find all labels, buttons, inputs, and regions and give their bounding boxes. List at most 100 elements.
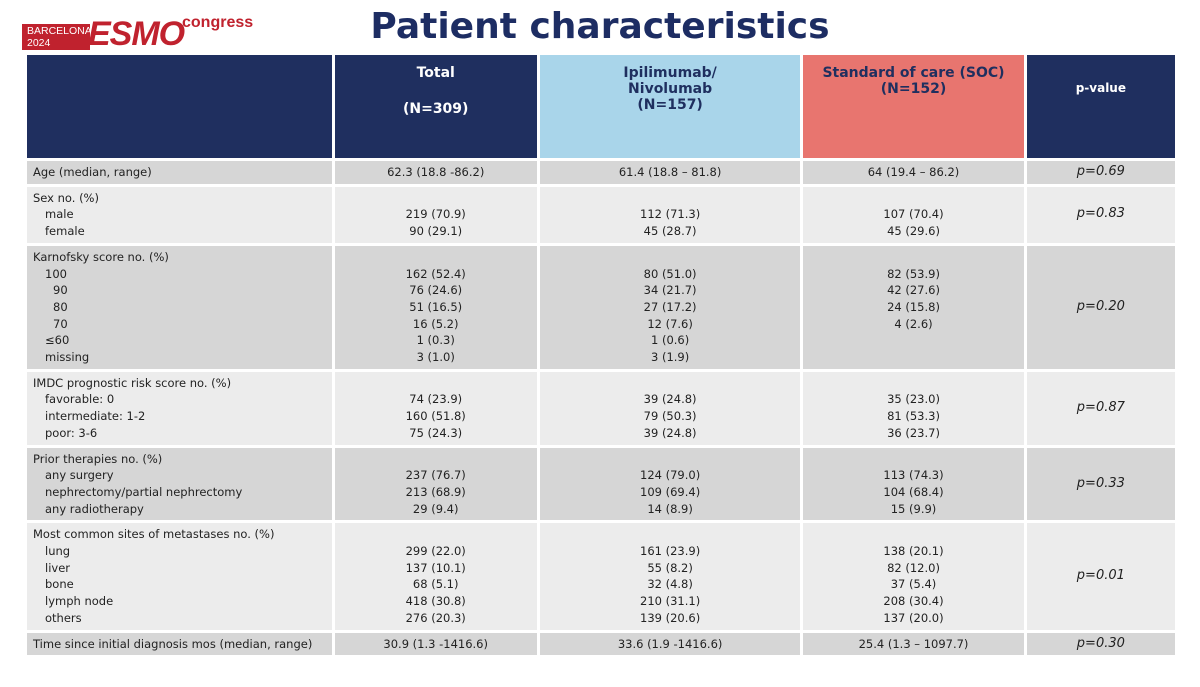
cell-p-value: p=0.69 <box>1026 161 1175 184</box>
sub-label: 70 <box>53 316 68 331</box>
value: 75 (24.3) <box>409 425 463 440</box>
value: 14 (8.9) <box>647 501 693 516</box>
cell-ipi: 161 (23.9) 55 (8.2) 32 (4.8) 210 (31.1) … <box>539 523 801 630</box>
sub-label: male <box>45 207 74 222</box>
value: 45 (29.6) <box>887 224 940 239</box>
value: 112 (71.3) <box>640 207 701 222</box>
value: 162 (52.4) <box>405 266 466 281</box>
sub-label: poor: 3-6 <box>45 425 98 440</box>
value: 37 (5.4) <box>890 577 937 592</box>
row-label: Karnofsky score no. (%) <box>33 249 169 264</box>
sub-label: liver <box>45 560 70 575</box>
value: 82 (12.0) <box>887 560 940 575</box>
sub-label: 90 <box>53 283 68 298</box>
value: 137 (10.1) <box>405 560 466 575</box>
cell-soc: 107 (70.4) 45 (29.6) <box>803 186 1024 243</box>
sub-label: lung <box>45 544 71 559</box>
cell-ipi: 33.6 (1.9 -1416.6) <box>539 632 801 656</box>
cell-soc: 138 (20.1) 82 (12.0) 37 (5.4) 208 (30.4)… <box>803 523 1024 630</box>
cell-total: 299 (22.0) 137 (10.1) 68 (5.1) 418 (30.8… <box>334 523 537 630</box>
header-total-n: (N=309) <box>402 101 469 117</box>
row-label-cell: IMDC prognostic risk score no. (%) favor… <box>27 371 332 445</box>
header-total: Total (N=309) <box>334 55 537 158</box>
cell-total: 30.9 (1.3 -1416.6) <box>334 632 537 656</box>
sub-label: others <box>45 610 82 625</box>
value: 45 (28.7) <box>643 224 697 239</box>
value: 55 (8.2) <box>647 560 693 575</box>
table-row-sex: Sex no. (%) male female 219 (70.9) 90 (2… <box>27 186 1175 243</box>
cell-soc: 25.4 (1.3 – 1097.7) <box>803 632 1024 656</box>
value: 139 (20.6) <box>640 610 701 625</box>
cell-p-value: p=0.30 <box>1026 632 1175 656</box>
header-blank <box>27 55 332 158</box>
value: 35 (23.0) <box>887 392 940 407</box>
value: 161 (23.9) <box>640 544 701 559</box>
cell-ipi: 112 (71.3) 45 (28.7) <box>539 186 801 243</box>
patient-characteristics-table: Total (N=309) Ipilimumab/ Nivolumab (N=1… <box>24 52 1178 658</box>
value: 104 (68.4) <box>883 484 944 499</box>
cell-soc: 82 (53.9) 42 (27.6) 24 (15.8) 4 (2.6) <box>803 245 1024 369</box>
value: 4 (2.6) <box>894 316 933 331</box>
value: 39 (24.8) <box>643 392 697 407</box>
cell-total: 62.3 (18.8 -86.2) <box>334 161 537 184</box>
header-soc-label: Standard of care (SOC) <box>822 65 1005 81</box>
header-ipi-label1: Ipilimumab/ <box>623 65 717 81</box>
cell-p-value: p=0.83 <box>1026 186 1175 243</box>
header-ipi-n: (N=157) <box>637 97 703 113</box>
cell-ipi: 61.4 (18.8 – 81.8) <box>539 161 801 184</box>
sub-label: 80 <box>53 299 68 314</box>
header-soc-n: (N=152) <box>880 81 947 97</box>
logo-suffix: congress <box>182 14 254 31</box>
cell-ipi: 124 (79.0) 109 (69.4) 14 (8.9) <box>539 447 801 521</box>
sub-label: female <box>45 224 85 239</box>
table-row-metastases: Most common sites of metastases no. (%) … <box>27 523 1175 630</box>
row-label-cell: Most common sites of metastases no. (%) … <box>27 523 332 630</box>
value: 210 (31.1) <box>640 594 701 609</box>
sub-label: favorable: 0 <box>45 392 115 407</box>
value: 3 (1.9) <box>650 350 690 365</box>
cell-ipi: 39 (24.8) 79 (50.3) 39 (24.8) <box>539 371 801 445</box>
cell-soc: 64 (19.4 – 86.2) <box>803 161 1024 184</box>
cell-soc: 113 (74.3) 104 (68.4) 15 (9.9) <box>803 447 1024 521</box>
value: 15 (9.9) <box>890 501 937 516</box>
value: 34 (21.7) <box>643 283 697 298</box>
cell-p-value: p=0.01 <box>1026 523 1175 630</box>
sub-label: nephrectomy/partial nephrectomy <box>45 484 243 499</box>
row-label-cell: Prior therapies no. (%) any surgery neph… <box>27 447 332 521</box>
table-row-time-since-diagnosis: Time since initial diagnosis mos (median… <box>27 632 1175 656</box>
sub-label: any surgery <box>45 468 114 483</box>
header-ipi-label2: Nivolumab <box>628 81 713 97</box>
esmo-logo: BARCELONA 2024 ESMO congress <box>22 14 253 53</box>
cell-ipi: 80 (51.0) 34 (21.7) 27 (17.2) 12 (7.6) 1… <box>539 245 801 369</box>
page-title: Patient characteristics <box>370 6 830 47</box>
value: 1 (0.3) <box>416 333 455 348</box>
value: 90 (29.1) <box>409 224 463 239</box>
value: 12 (7.6) <box>647 316 693 331</box>
value: 80 (51.0) <box>643 266 697 281</box>
row-label: Time since initial diagnosis mos (median… <box>27 632 332 656</box>
value: 79 (50.3) <box>643 409 697 424</box>
row-label: Prior therapies no. (%) <box>33 451 163 466</box>
value: 82 (53.9) <box>887 266 940 281</box>
cell-total: 219 (70.9) 90 (29.1) <box>334 186 537 243</box>
value: 68 (5.1) <box>412 577 459 592</box>
value: 160 (51.8) <box>405 409 466 424</box>
table-row-imdc: IMDC prognostic risk score no. (%) favor… <box>27 371 1175 445</box>
cell-total: 237 (76.7) 213 (68.9) 29 (9.4) <box>334 447 537 521</box>
value: 39 (24.8) <box>643 425 697 440</box>
header-total-label: Total <box>416 65 455 81</box>
sub-label: any radiotherapy <box>45 501 144 516</box>
cell-p-value: p=0.20 <box>1026 245 1175 369</box>
value: 32 (4.8) <box>647 577 693 592</box>
header-ipilimumab-nivolumab: Ipilimumab/ Nivolumab (N=157) <box>539 55 801 158</box>
row-label-cell: Sex no. (%) male female <box>27 186 332 243</box>
value: 107 (70.4) <box>883 207 944 222</box>
sub-label: ≤60 <box>45 333 70 348</box>
sub-label: lymph node <box>45 594 114 609</box>
value: 16 (5.2) <box>412 316 459 331</box>
cell-total: 74 (23.9) 160 (51.8) 75 (24.3) <box>334 371 537 445</box>
value: 27 (17.2) <box>643 299 697 314</box>
value: 42 (27.6) <box>887 283 940 298</box>
row-label: IMDC prognostic risk score no. (%) <box>33 375 232 390</box>
row-label: Most common sites of metastases no. (%) <box>33 527 275 542</box>
